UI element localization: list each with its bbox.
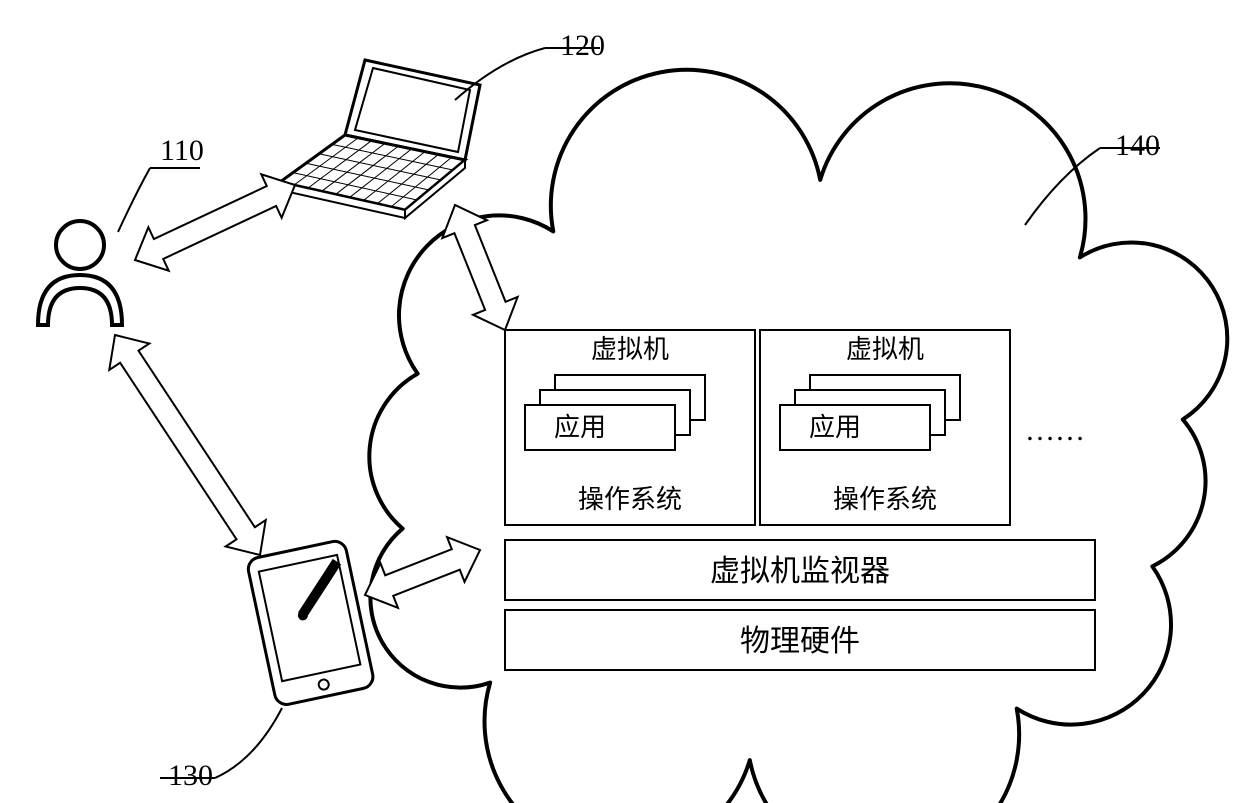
cloud-stack: 物理硬件虚拟机监视器虚拟机应用操作系统虚拟机应用操作系统…… xyxy=(505,330,1095,670)
tablet-icon xyxy=(246,539,375,707)
user-icon xyxy=(38,221,122,325)
ref-label-130: 130 xyxy=(168,759,213,792)
hardware-label: 物理硬件 xyxy=(740,625,860,658)
ref-label-110: 110 xyxy=(160,134,204,167)
os-label: 操作系统 xyxy=(578,485,682,514)
hypervisor-label: 虚拟机监视器 xyxy=(710,555,890,588)
ref-label-140: 140 xyxy=(1115,129,1160,162)
vm-box-0: 虚拟机应用操作系统 xyxy=(505,330,755,525)
laptop-icon xyxy=(280,60,480,218)
ref-130: 130 xyxy=(160,708,282,792)
vm-ellipsis: …… xyxy=(1025,414,1085,447)
ref-110: 110 xyxy=(118,134,204,232)
os-label: 操作系统 xyxy=(833,485,937,514)
arrow-user-laptop xyxy=(135,174,295,270)
vm-title: 虚拟机 xyxy=(846,335,924,364)
app-label: 应用 xyxy=(554,413,606,442)
ref-label-120: 120 xyxy=(560,29,605,62)
app-label: 应用 xyxy=(809,413,861,442)
vm-title: 虚拟机 xyxy=(591,335,669,364)
arrow-user-tablet xyxy=(109,335,265,555)
vm-box-1: 虚拟机应用操作系统 xyxy=(760,330,1010,525)
